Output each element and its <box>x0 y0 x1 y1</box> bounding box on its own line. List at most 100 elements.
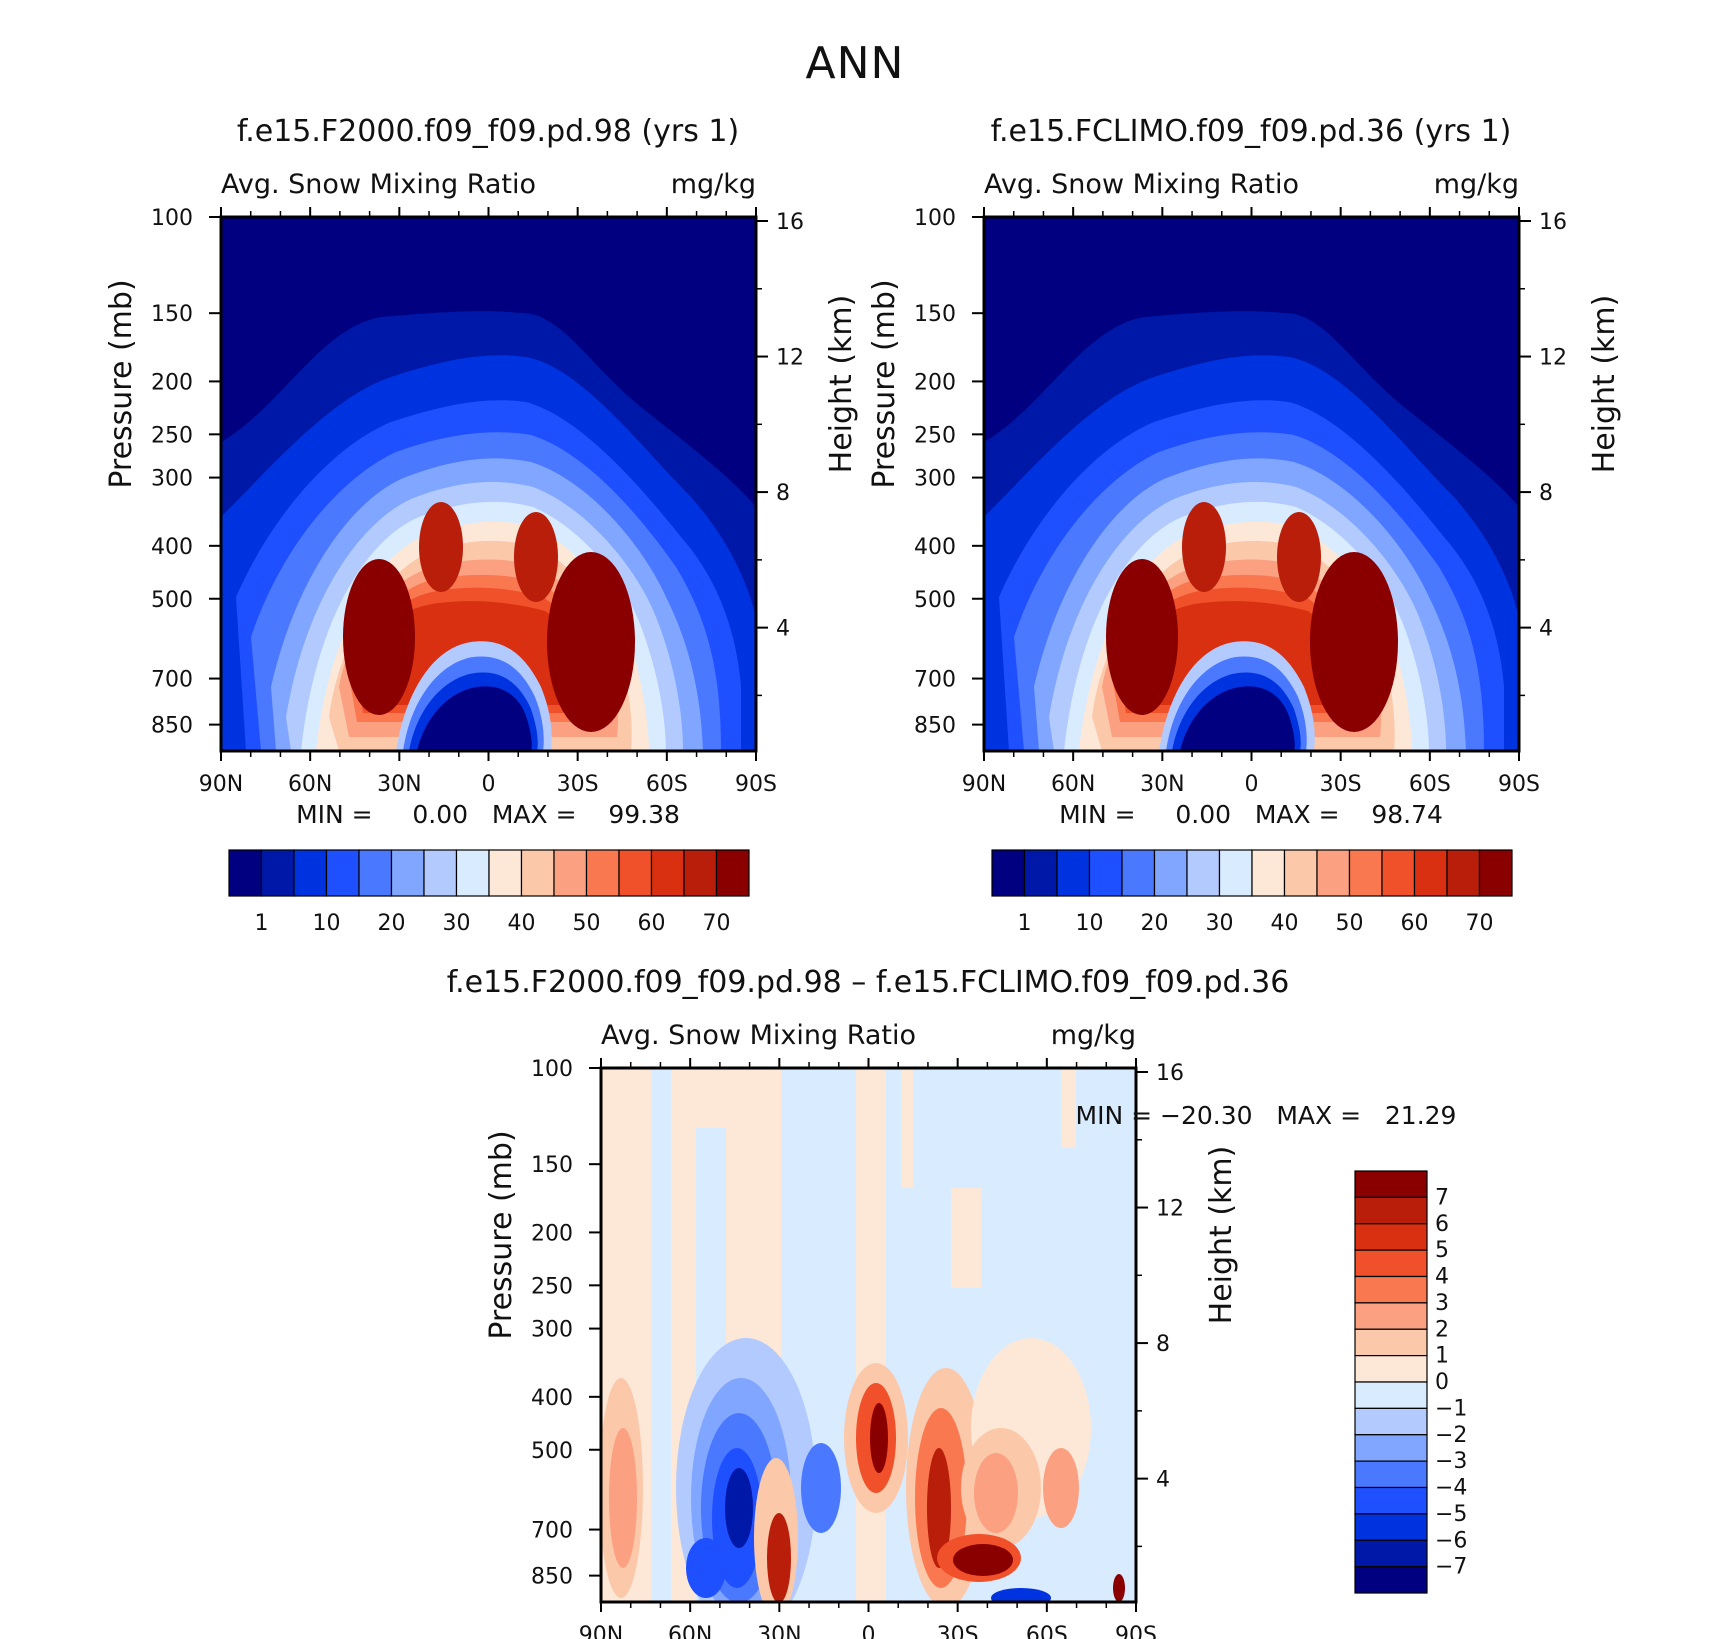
colorbar-swatch <box>1354 1355 1428 1383</box>
colorbar-label: 40 <box>1271 911 1299 936</box>
colorbar-swatch <box>585 849 620 897</box>
y-tick-label: 300 <box>531 1318 573 1343</box>
colorbar-swatch <box>488 849 523 897</box>
colorbar-swatch <box>1354 1566 1428 1594</box>
x-tick-label: 30N <box>377 772 421 797</box>
colorbar-label: 1 <box>1018 911 1032 936</box>
colorbar-swatch <box>1283 849 1318 897</box>
panel3-minmax: MIN = −20.30 MAX = 21.29 <box>1076 1101 1457 1130</box>
contour-band <box>547 552 635 732</box>
panel3-y2label: Height (km) <box>1204 1146 1239 1325</box>
panel2-title: f.e15.FCLIMO.f09_f09.pd.36 (yrs 1) <box>991 114 1512 149</box>
colorbar-swatch <box>683 849 718 897</box>
colorbar-label: −7 <box>1435 1555 1467 1580</box>
colorbar-label: 2 <box>1435 1317 1449 1342</box>
contour-band <box>651 1068 671 1602</box>
panel1-ylabel: Pressure (mb) <box>104 279 139 488</box>
colorbar-swatch <box>553 849 588 897</box>
y-tick-label: 250 <box>531 1274 573 1299</box>
colorbar-swatch <box>1023 849 1058 897</box>
y-tick-label: 850 <box>914 714 956 739</box>
colorbar-label: 0 <box>1435 1370 1449 1395</box>
colorbar-swatch <box>1354 1407 1428 1436</box>
colorbar-swatch <box>1446 849 1481 897</box>
panel2-left-label: Avg. Snow Mixing Ratio <box>984 169 1299 200</box>
colorbar-label: 6 <box>1435 1212 1449 1237</box>
colorbar-swatch <box>1354 1196 1428 1225</box>
colorbar-swatch <box>1354 1539 1428 1568</box>
panel2-colorbar: 1 10 20 30 40 50 60 70 <box>991 849 1513 936</box>
colorbar-swatch <box>1354 1223 1428 1251</box>
panel3-contour-bands <box>601 1068 1136 1602</box>
contour-band <box>951 1188 981 1288</box>
x-tick-label: 60S <box>1409 772 1451 797</box>
y-tick-label: 700 <box>531 1519 573 1544</box>
colorbar-swatch <box>390 849 425 897</box>
y-tick-label: 500 <box>914 588 956 613</box>
y2-tick-label: 12 <box>776 346 804 371</box>
y-tick-label: 700 <box>151 668 193 693</box>
contour-band <box>417 686 532 751</box>
colorbar-label: 4 <box>1435 1265 1449 1290</box>
colorbar-swatch <box>1354 1328 1428 1357</box>
colorbar-label: 10 <box>1076 911 1104 936</box>
y-tick-label: 200 <box>914 370 956 395</box>
x-tick-label: 30S <box>557 772 599 797</box>
colorbar-label: −2 <box>1435 1423 1467 1448</box>
y-tick-label: 250 <box>151 423 193 448</box>
colorbar-label: 20 <box>378 911 406 936</box>
colorbar-swatch <box>1088 849 1123 897</box>
colorbar-label: −4 <box>1435 1476 1467 1501</box>
x-tick-label: 90S <box>735 772 777 797</box>
colorbar-label: 7 <box>1435 1185 1449 1210</box>
y2-tick-label: 12 <box>1156 1197 1184 1222</box>
colorbar-swatch <box>1354 1460 1428 1489</box>
contour-band <box>514 512 558 602</box>
contour-band <box>686 1538 726 1598</box>
colorbar-swatch <box>1186 849 1221 897</box>
contour-band <box>927 1448 951 1568</box>
colorbar-swatch <box>228 849 263 897</box>
y-tick-label: 300 <box>914 467 956 492</box>
colorbar-swatch <box>1413 849 1448 897</box>
x-tick-label: 0 <box>862 1623 876 1639</box>
x-tick-label: 90N <box>199 772 243 797</box>
panel3-plot-area <box>601 1068 1136 1602</box>
contour-band <box>1106 559 1178 715</box>
panel2-contour-bands <box>984 311 1519 751</box>
y2-tick-label: 4 <box>1156 1468 1170 1493</box>
y-tick-label: 500 <box>151 588 193 613</box>
contour-band <box>1180 686 1295 751</box>
contour-band <box>1043 1448 1079 1528</box>
colorbar-label: −6 <box>1435 1528 1467 1553</box>
panel2-right-label: mg/kg <box>1434 169 1519 200</box>
colorbar-swatch <box>1056 849 1091 897</box>
colorbar-label: 70 <box>1466 911 1494 936</box>
panel2-minmax: MIN = 0.00 MAX = 98.74 <box>1059 800 1443 829</box>
colorbar-label: 3 <box>1435 1291 1449 1316</box>
x-tick-label: 0 <box>482 772 496 797</box>
contour-band <box>767 1513 791 1602</box>
panel3-title: f.e15.F2000.f09_f09.pd.98 – f.e15.FCLIMO… <box>447 965 1290 1000</box>
colorbar-swatch <box>325 849 360 897</box>
contour-band <box>1061 1068 1076 1148</box>
y2-tick-label: 4 <box>776 617 790 642</box>
contour-band <box>953 1544 1013 1576</box>
y2-tick-label: 8 <box>776 481 790 506</box>
y2-tick-label: 4 <box>1539 617 1553 642</box>
colorbar-swatch <box>455 849 490 897</box>
colorbar-swatch <box>1354 1381 1428 1409</box>
y-tick-label: 400 <box>151 535 193 560</box>
panel3-ylabel: Pressure (mb) <box>484 1130 519 1339</box>
y-tick-label: 100 <box>914 206 956 231</box>
colorbar-swatch <box>1354 1275 1428 1304</box>
x-tick-label: 60N <box>288 772 332 797</box>
colorbar-label: 60 <box>638 911 666 936</box>
x-tick-label: 60N <box>1051 772 1095 797</box>
colorbar-label: −1 <box>1435 1396 1467 1421</box>
panel1-contour-bands <box>221 311 756 751</box>
colorbar-label: 20 <box>1141 911 1169 936</box>
colorbar-swatch <box>358 849 393 897</box>
y-tick-label: 850 <box>531 1565 573 1590</box>
